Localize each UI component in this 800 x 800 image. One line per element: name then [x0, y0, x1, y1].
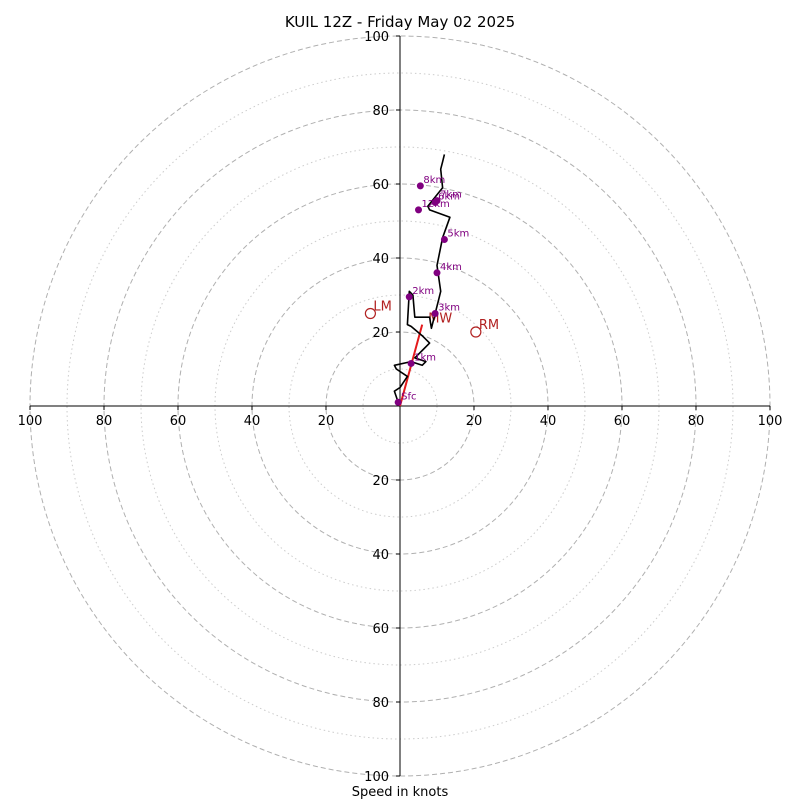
- height-label-12km: 12km: [422, 199, 450, 210]
- height-label-5km: 5km: [447, 229, 469, 240]
- x-tick-label: 80: [688, 414, 705, 429]
- y-tick-label: 20: [372, 326, 389, 341]
- height-label-8km: 8km: [423, 175, 445, 186]
- x-tick-label: 40: [244, 414, 261, 429]
- height-label-Sfc: Sfc: [401, 391, 416, 402]
- height-marker-4km: [433, 269, 441, 277]
- height-marker-2km: [405, 293, 413, 301]
- y-tick-label: 80: [372, 696, 389, 711]
- hodograph-trace-group: [393, 154, 451, 403]
- x-tick-label: 60: [614, 414, 631, 429]
- height-label-1km: 1km: [414, 352, 436, 363]
- height-marker-7km: [433, 197, 441, 205]
- y-tick-label: 40: [372, 252, 389, 267]
- height-label-7km: 7km: [440, 190, 462, 201]
- x-tick-label: 40: [540, 414, 557, 429]
- storm-motion-marker-rm: [470, 326, 482, 338]
- x-tick-label: 100: [758, 414, 783, 429]
- y-tick-label: 60: [372, 178, 389, 193]
- chart-title: KUIL 12Z - Friday May 02 2025: [285, 13, 515, 31]
- y-tick-label: 80: [372, 104, 389, 119]
- x-axis-label: Speed in knots: [352, 785, 449, 800]
- height-label-6km: 6km: [438, 192, 460, 203]
- storm-motion-label-lm: LM: [373, 300, 391, 315]
- storm-motion-label-rm: RM: [479, 318, 499, 333]
- y-tick-label: 20: [372, 474, 389, 489]
- x-tick-label: 100: [18, 414, 43, 429]
- x-tick-labels: 100 80 60 40 20 20 40 60 80 100: [18, 406, 783, 429]
- height-label-3km: 3km: [438, 303, 460, 314]
- y-tick-label: 100: [364, 770, 389, 785]
- height-marker-12km: [415, 206, 422, 214]
- y-tick-labels: 100 80 60 40 20 20 40 60 80 100: [364, 30, 400, 785]
- height-label-4km: 4km: [440, 262, 462, 273]
- storm-motion-marker-lm: [364, 307, 376, 320]
- x-tick-label: 20: [466, 414, 483, 429]
- height-marker-1km: [407, 359, 415, 367]
- x-tick-label: 80: [96, 414, 113, 429]
- storm-motion-markers: LM RM: [364, 300, 499, 338]
- height-marker-Sfc: [394, 398, 402, 406]
- height-marker-3km: [431, 310, 439, 317]
- height-marker-8km: [416, 182, 424, 190]
- height-label-2km: 2km: [412, 286, 434, 297]
- y-tick-label: 100: [364, 30, 389, 45]
- x-tick-label: 60: [170, 414, 187, 429]
- x-tick-label: 20: [318, 414, 335, 429]
- y-tick-label: 60: [372, 622, 389, 637]
- y-tick-label: 40: [372, 548, 389, 563]
- height-marker-5km: [440, 236, 448, 243]
- hodograph-trace: [393, 154, 451, 403]
